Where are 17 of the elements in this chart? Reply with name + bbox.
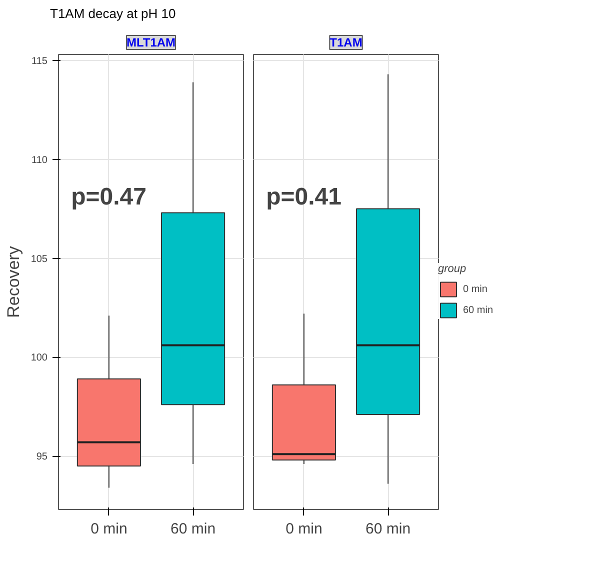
legend-label: 60 min [463,304,494,316]
chart-subtitle: MLT1AM [126,36,176,50]
y-tick-label: 115 [32,56,48,67]
y-tick-label: 100 [30,352,48,364]
annotation: p=0.47 [71,183,147,210]
x-tick-label: 60 min [170,520,216,538]
x-tick-label: 0 min [286,520,322,538]
y-tick-label: 110 [32,154,48,166]
legend-title: group [438,263,468,275]
y-tick-label: 95 [36,452,48,463]
x-tick-label: 0 min [90,520,128,538]
y-axis-title: Recovery [4,246,23,318]
y-tick-label: 105 [30,254,48,265]
annotation: p=0.41 [266,183,342,210]
x-tick-label: 60 min [366,520,411,538]
chart-title: T1AM decay at pH 10 [50,5,176,23]
legend-label: 0 min [463,284,488,294]
